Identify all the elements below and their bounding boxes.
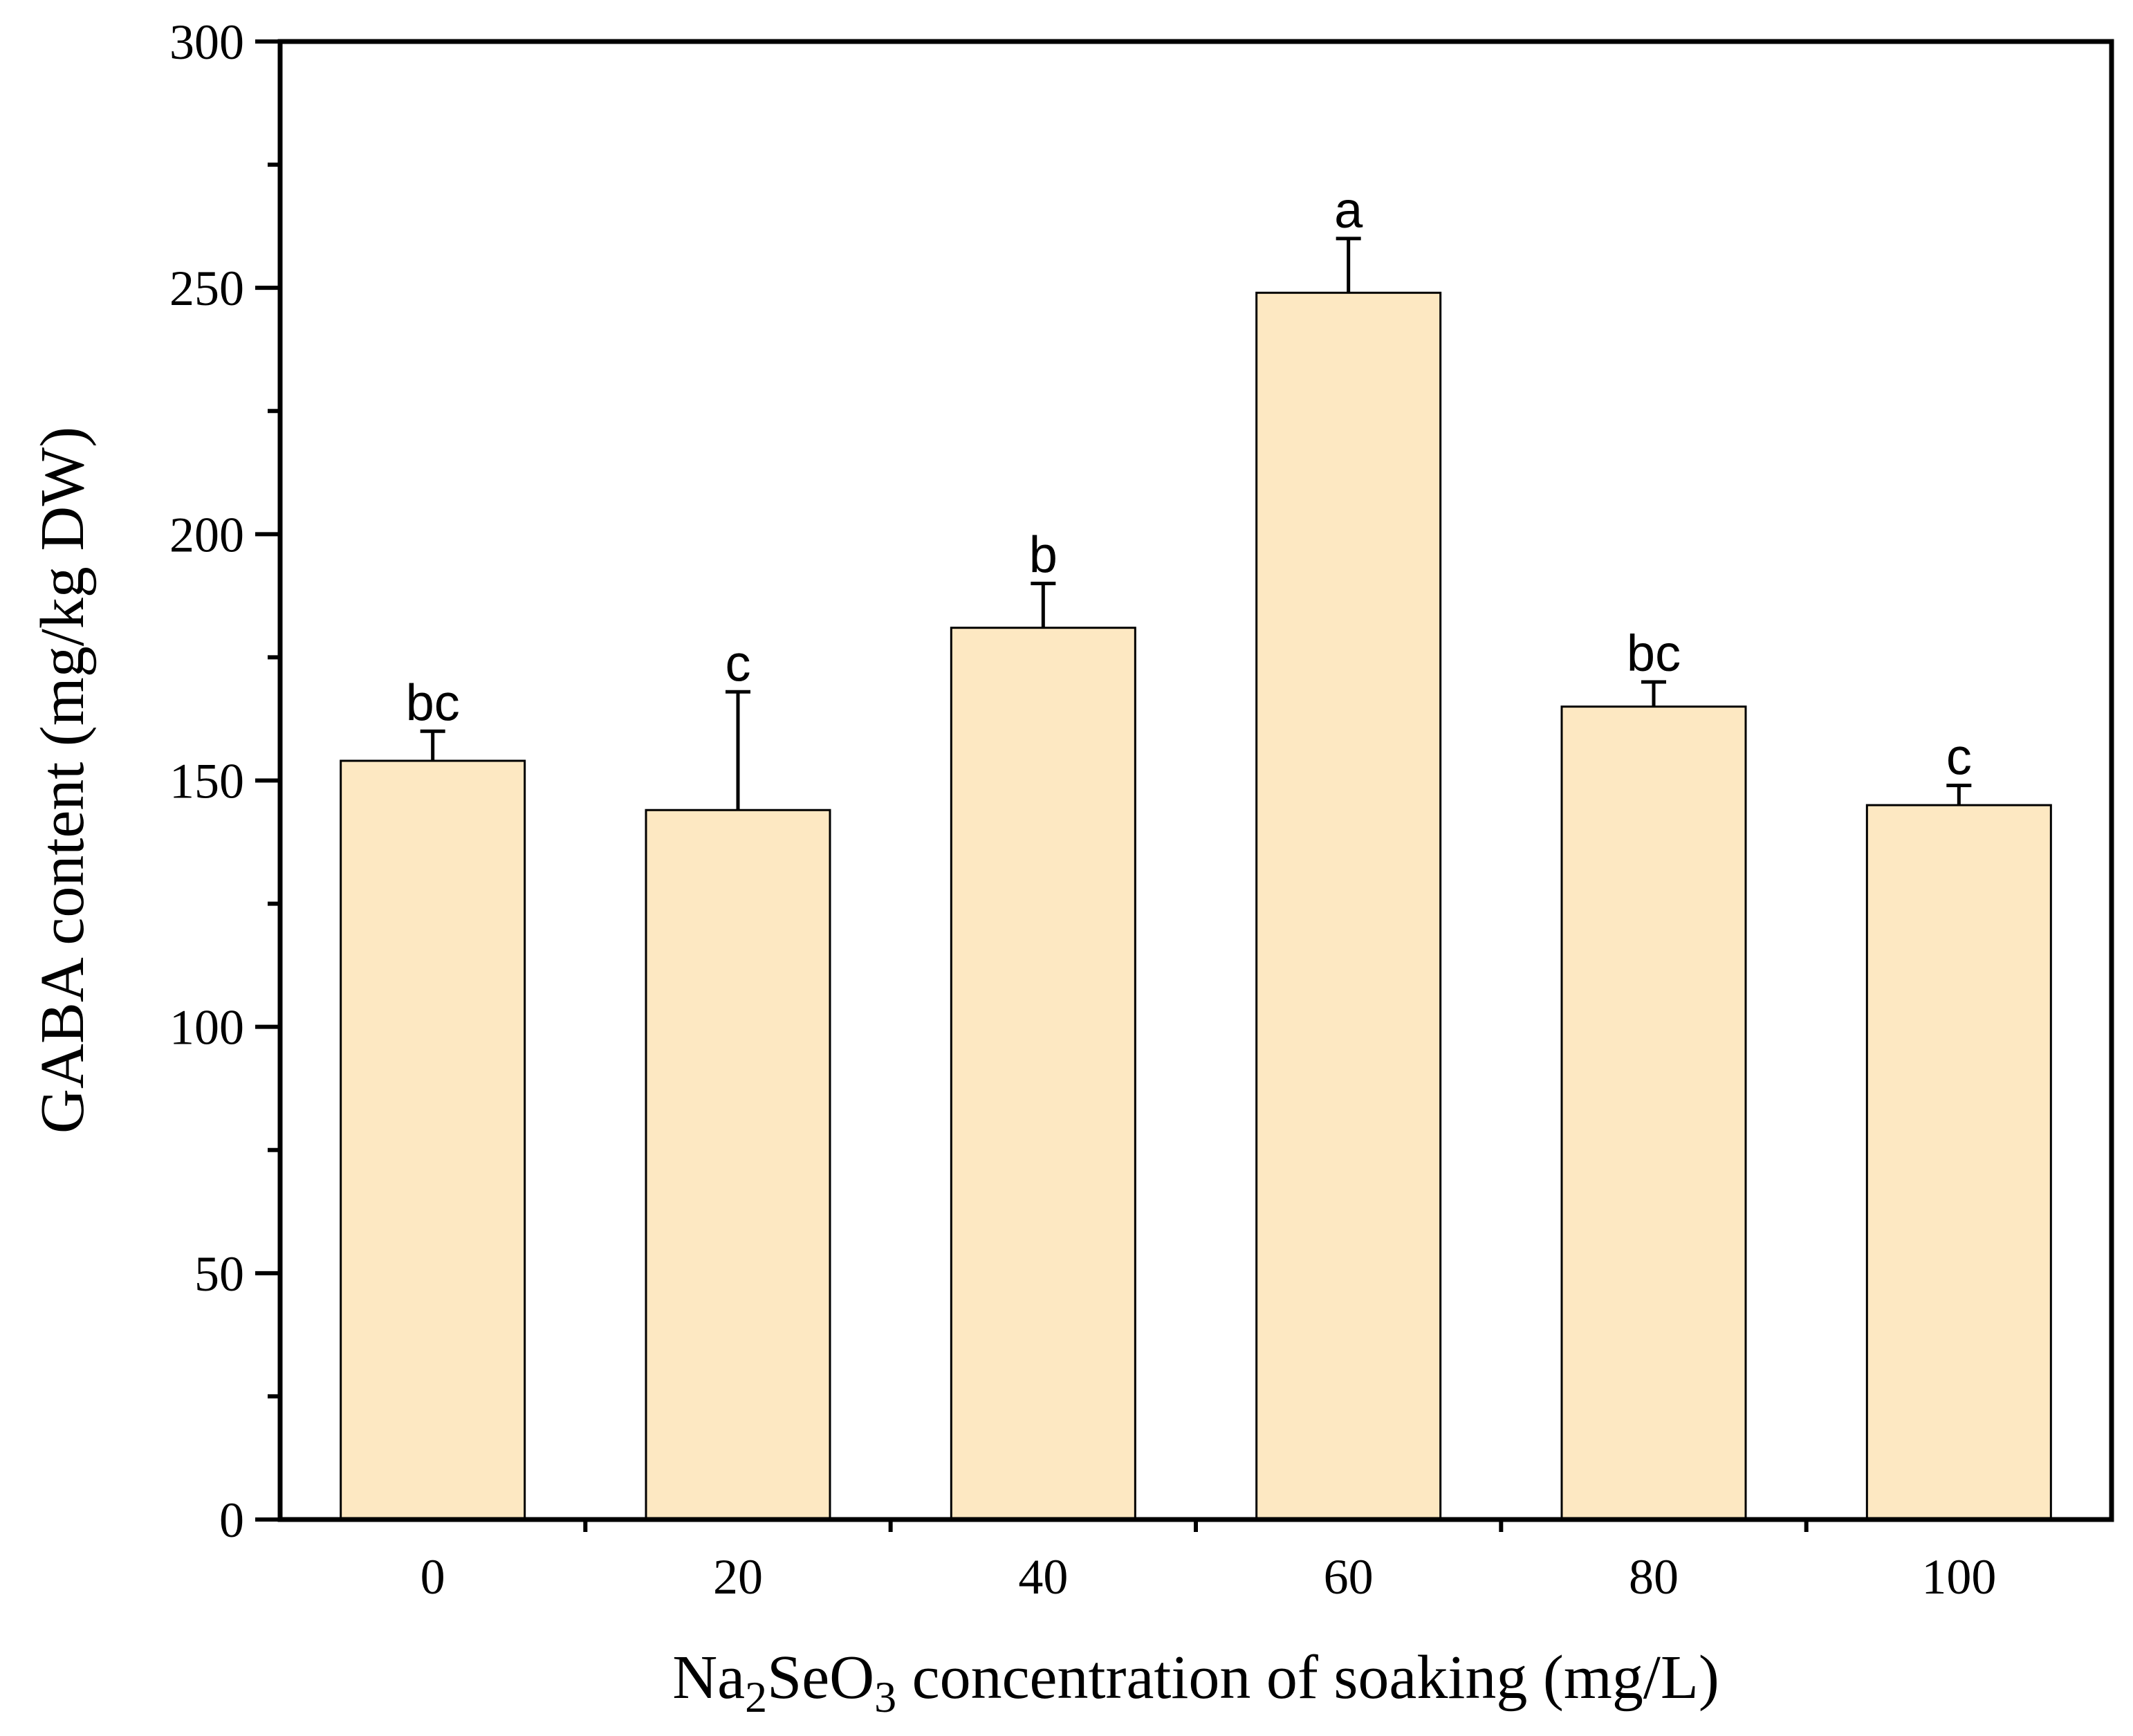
y-tick-label-0: 0 — [219, 1493, 244, 1548]
x-tick-label-20: 20 — [713, 1549, 763, 1605]
x-tick-label-100: 100 — [1921, 1549, 1996, 1605]
y-tick-label-200: 200 — [169, 507, 244, 562]
significance-label-80: bc — [1627, 625, 1681, 682]
significance-label-20: c — [726, 634, 751, 692]
x-tick-labels: 0 20 40 60 80 100 — [421, 1549, 1997, 1605]
x-axis-title-suffix: concentration of soaking (mg/L) — [896, 1643, 1719, 1712]
bars — [340, 291, 2052, 1521]
bar-80 — [1560, 705, 1747, 1521]
error-bars — [420, 237, 1972, 811]
bar-20 — [645, 809, 831, 1521]
significance-label-0: bc — [406, 674, 460, 731]
x-axis-title: Na2SeO3 concentration of soaking (mg/L) — [672, 1643, 1719, 1721]
y-axis-title: GABA content (mg/kg DW) — [28, 427, 97, 1134]
y-tick-label-50: 50 — [194, 1246, 244, 1302]
x-tick-label-60: 60 — [1324, 1549, 1374, 1605]
x-axis-title-mid: SeO — [767, 1643, 874, 1712]
x-axis-title-prefix: Na — [672, 1643, 745, 1712]
bar-0 — [340, 759, 526, 1521]
bar-100 — [1865, 804, 2052, 1521]
y-tick-label-300: 300 — [169, 15, 244, 70]
plot-frame — [277, 39, 2114, 1522]
y-tick-label-100: 100 — [169, 1000, 244, 1055]
bar-60 — [1255, 291, 1442, 1521]
significance-label-100: c — [1946, 728, 1972, 786]
significance-label-60: a — [1334, 181, 1363, 239]
x-tick-label-80: 80 — [1629, 1549, 1679, 1605]
significance-label-40: b — [1029, 526, 1058, 584]
y-tick-label-150: 150 — [169, 754, 244, 809]
axis-ticks — [255, 39, 1809, 1532]
y-tick-label-250: 250 — [169, 261, 244, 316]
x-tick-label-40: 40 — [1018, 1549, 1068, 1605]
bar-40 — [950, 627, 1136, 1521]
x-axis-title-sub2: 3 — [874, 1672, 896, 1721]
x-tick-label-0: 0 — [421, 1549, 445, 1605]
significance-labels: bc c b a bc c — [406, 181, 1972, 786]
y-tick-labels: 0 50 100 150 200 250 300 — [169, 15, 244, 1548]
x-axis-title-sub1: 2 — [745, 1672, 767, 1721]
